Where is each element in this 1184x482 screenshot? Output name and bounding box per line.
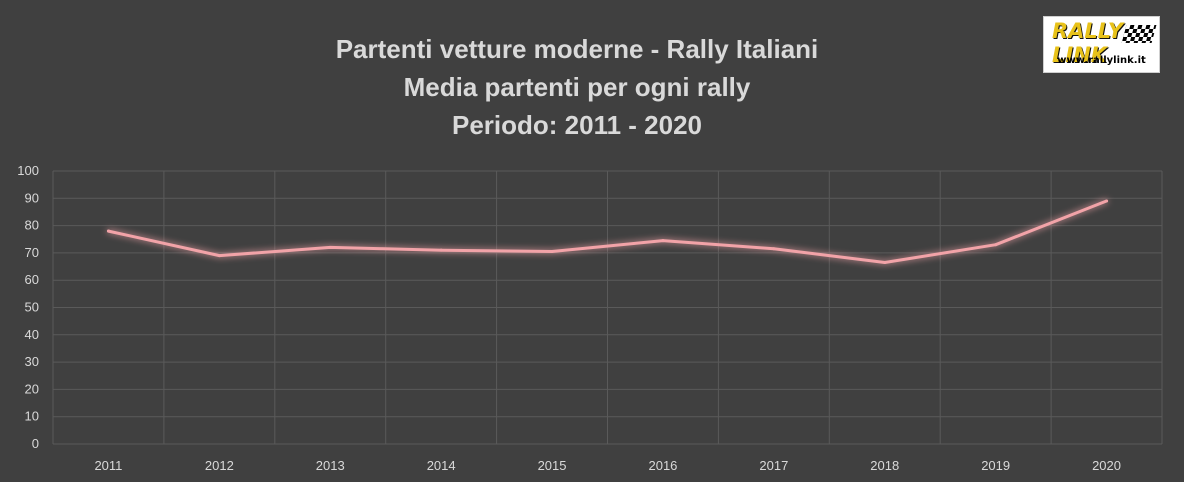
y-tick-label: 70 bbox=[25, 245, 39, 260]
data-point bbox=[994, 243, 998, 247]
data-point bbox=[772, 247, 776, 251]
x-tick-label: 2017 bbox=[759, 458, 788, 473]
data-point bbox=[328, 245, 332, 249]
chart-title-line-3: Periodo: 2011 - 2020 bbox=[451, 110, 703, 140]
x-tick-label: 2018 bbox=[870, 458, 899, 473]
data-point bbox=[661, 239, 665, 243]
x-tick-label: 2014 bbox=[427, 458, 456, 473]
data-point bbox=[106, 229, 110, 233]
x-tick-label: 2016 bbox=[648, 458, 677, 473]
data-point bbox=[550, 250, 554, 254]
y-tick-label: 20 bbox=[25, 381, 39, 396]
data-point bbox=[439, 248, 443, 252]
logo-wordmark: RALLY LINK bbox=[1052, 19, 1124, 67]
x-tick-label: 2013 bbox=[316, 458, 345, 473]
rallylink-logo: RALLY LINK www.rallylink.it bbox=[1043, 16, 1160, 73]
chart-title-line-2: Media partenti per ogni rally bbox=[403, 72, 751, 102]
logo-url: www.rallylink.it bbox=[1057, 55, 1146, 66]
y-tick-label: 0 bbox=[32, 436, 39, 451]
chart-title-line-1: Partenti vetture moderne - Rally Italian… bbox=[335, 34, 819, 64]
y-tick-label: 100 bbox=[17, 163, 39, 178]
data-point bbox=[217, 254, 221, 258]
x-tick-label: 2012 bbox=[205, 458, 234, 473]
y-tick-label: 80 bbox=[25, 218, 39, 233]
y-tick-label: 90 bbox=[25, 190, 39, 205]
chart-title: Partenti vetture moderne - Rally Italian… bbox=[0, 30, 1154, 144]
x-tick-label: 2015 bbox=[538, 458, 567, 473]
y-tick-label: 10 bbox=[25, 409, 39, 424]
y-tick-label: 50 bbox=[25, 300, 39, 315]
x-tick-label: 2011 bbox=[94, 458, 122, 473]
series-line bbox=[107, 199, 1108, 264]
x-tick-label: 2019 bbox=[981, 458, 1010, 473]
y-tick-label: 40 bbox=[25, 327, 39, 342]
y-tick-label: 60 bbox=[25, 272, 39, 287]
x-tick-label: 2020 bbox=[1092, 458, 1121, 473]
data-point bbox=[883, 260, 887, 264]
y-tick-label: 30 bbox=[25, 354, 39, 369]
data-point bbox=[1105, 199, 1109, 203]
